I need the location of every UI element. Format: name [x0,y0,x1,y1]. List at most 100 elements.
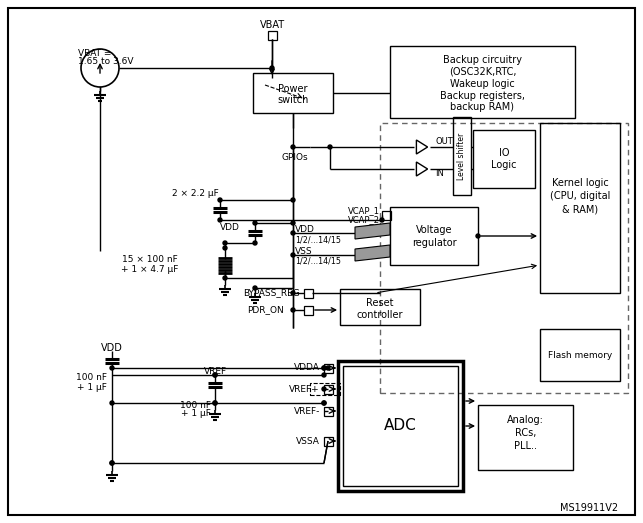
Bar [540,123,620,293]
Bar [540,329,620,381]
Circle shape [253,221,257,225]
Text: PLL..: PLL.. [514,441,537,451]
Circle shape [270,66,274,70]
Circle shape [326,366,330,370]
Circle shape [218,198,222,202]
Circle shape [223,246,227,250]
Text: 2 × 2.2 µF: 2 × 2.2 µF [172,188,219,198]
Circle shape [218,218,222,222]
Bar [253,73,333,113]
Text: VBAT =: VBAT = [78,50,111,59]
Text: Kernel logic: Kernel logic [552,178,608,188]
Text: + 1 µF: + 1 µF [181,410,211,418]
Circle shape [328,145,332,149]
Circle shape [110,461,114,465]
Text: 1/2/...14/15: 1/2/...14/15 [295,256,341,266]
Circle shape [322,401,326,405]
Bar [323,406,332,415]
Polygon shape [355,223,390,239]
Text: controller: controller [357,310,403,320]
Polygon shape [417,140,428,154]
Text: VDD: VDD [295,225,315,234]
Text: VCAP_1: VCAP_1 [348,207,380,215]
Circle shape [213,401,217,405]
Text: 100 nF: 100 nF [181,401,212,410]
Circle shape [223,241,227,245]
Text: Wakeup logic: Wakeup logic [450,79,515,89]
Text: PDR_ON: PDR_ON [248,305,284,314]
Text: OUT: OUT [435,138,453,146]
Circle shape [110,366,114,370]
Text: Reset: Reset [367,298,394,308]
Bar [340,289,420,325]
Circle shape [291,291,295,295]
Circle shape [213,401,217,405]
Bar [390,46,575,118]
Text: Logic: Logic [491,160,517,170]
Bar [323,437,332,446]
Text: 100 nF: 100 nF [77,373,107,382]
Bar [323,363,332,372]
Text: VREF-: VREF- [294,406,320,415]
Bar [390,207,478,265]
Text: VCAP_2: VCAP_2 [348,215,380,224]
Bar [338,361,463,491]
Text: 1/2/...14/15: 1/2/...14/15 [295,235,341,244]
Text: Analog:: Analog: [507,415,544,425]
Circle shape [322,366,326,370]
Circle shape [213,373,217,377]
Circle shape [291,221,295,225]
Text: (CPU, digital: (CPU, digital [550,191,610,201]
Text: Backup circuitry: Backup circuitry [443,55,522,65]
Circle shape [322,387,326,391]
Text: Backup registers,: Backup registers, [440,91,525,101]
Circle shape [81,49,119,87]
Text: VSS: VSS [295,246,312,256]
Polygon shape [355,245,390,261]
Circle shape [380,218,384,222]
Bar [478,405,573,470]
Bar [303,305,312,314]
Text: regulator: regulator [412,238,457,248]
Bar [343,366,458,486]
Text: & RAM): & RAM) [562,204,598,214]
Text: IN: IN [435,169,444,178]
Circle shape [322,366,326,370]
Text: VDD: VDD [101,343,123,353]
Bar [303,289,312,298]
Text: IO: IO [499,148,509,158]
Circle shape [291,308,295,312]
Text: Level shifter: Level shifter [458,132,467,179]
Circle shape [291,145,295,149]
Text: VREF: VREF [203,368,226,377]
Text: VBAT: VBAT [259,20,285,30]
Text: 15 × 100 nF: 15 × 100 nF [122,256,178,265]
Text: 1.65 to 3.6V: 1.65 to 3.6V [78,58,134,66]
Text: backup RAM): backup RAM) [451,102,514,112]
Text: VDDA: VDDA [294,363,320,372]
Circle shape [476,234,480,238]
Circle shape [110,461,114,465]
Bar [453,117,471,195]
Text: MS19911V2: MS19911V2 [560,503,618,513]
Text: + 1 × 4.7 µF: + 1 × 4.7 µF [122,265,179,274]
Bar [473,130,535,188]
Text: Voltage: Voltage [416,225,452,235]
Text: Flash memory: Flash memory [548,350,612,359]
Circle shape [322,401,326,405]
Text: + 1 µF: + 1 µF [77,382,107,392]
Circle shape [291,253,295,257]
Text: RCs,: RCs, [515,428,536,438]
Text: VDD: VDD [220,223,240,233]
Bar [323,384,332,393]
Text: GPIOs: GPIOs [282,153,308,162]
Circle shape [253,241,257,245]
Circle shape [223,276,227,280]
Text: BYPASS_REG: BYPASS_REG [243,289,300,298]
Circle shape [253,286,257,290]
Text: Power: Power [278,84,308,94]
Circle shape [291,198,295,202]
Text: switch: switch [277,95,309,105]
Polygon shape [417,162,428,176]
Bar [381,210,390,220]
